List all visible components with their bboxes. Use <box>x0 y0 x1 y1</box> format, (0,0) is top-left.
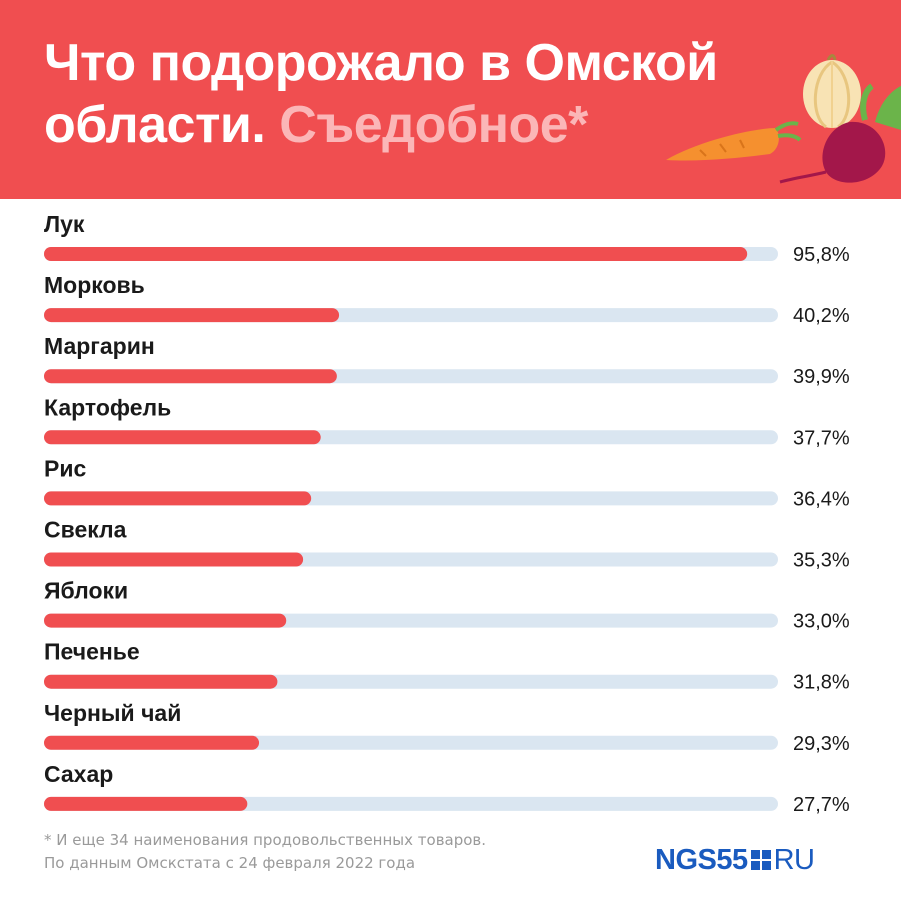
category-label: Рис <box>44 455 86 481</box>
value-label: 35,3% <box>793 550 850 572</box>
chart-rows: Лук 95,8% Морковь 40,2% Маргарин 39,9% Картофе… <box>44 211 850 816</box>
value-label: 37,7% <box>793 427 850 449</box>
category-label: Морковь <box>44 272 145 298</box>
beet-icon <box>779 83 901 184</box>
bar <box>44 674 278 689</box>
footnote-line-2: По данным Омскстата с 24 февраля 2022 го… <box>44 854 416 872</box>
logo-suffix: RU <box>773 843 815 876</box>
category-label: Картофель <box>44 394 171 420</box>
bar <box>44 308 340 323</box>
title-main: Что подорожало в Омской области. <box>44 34 718 154</box>
value-label: 36,4% <box>793 488 850 510</box>
bar-chart: Лук 95,8% Морковь 40,2% Маргарин 39,9% Картофе… <box>44 211 850 816</box>
value-label: 33,0% <box>793 611 850 633</box>
category-label: Сахар <box>44 761 113 787</box>
logo-main: NGS55 <box>655 843 748 876</box>
bar <box>44 735 260 750</box>
bar <box>44 430 321 445</box>
footnote: * И еще 34 наименования продовольственны… <box>44 829 644 875</box>
footnote-line-1: * И еще 34 наименования продовольственны… <box>44 831 487 849</box>
value-label: 40,2% <box>793 305 850 327</box>
value-label: 95,8% <box>793 244 850 266</box>
bar-row: Морковь 40,2% <box>44 272 850 327</box>
value-label: 27,7% <box>793 794 850 816</box>
category-label: Печенье <box>44 639 140 665</box>
category-label: Черный чай <box>44 700 181 726</box>
bar-row: Лук 95,8% <box>44 211 850 266</box>
value-label: 31,8% <box>793 672 850 694</box>
category-label: Яблоки <box>44 578 128 604</box>
carrot-icon <box>666 121 802 161</box>
bar-row: Печенье 31,8% <box>44 639 850 694</box>
category-label: Свекла <box>44 517 127 543</box>
bar-row: Черный чай 29,3% <box>44 700 850 755</box>
bar-row: Свекла 35,3% <box>44 517 850 572</box>
category-label: Маргарин <box>44 333 155 359</box>
header-banner: Что подорожало в Омской области. Съедобн… <box>0 0 901 199</box>
bar <box>44 491 312 506</box>
bar-row: Сахар 27,7% <box>44 761 850 816</box>
bar <box>44 369 337 384</box>
bar-row: Картофель 37,7% <box>44 394 850 449</box>
page-title: Что подорожало в Омской области. Съедобн… <box>44 32 824 156</box>
value-label: 29,3% <box>793 733 850 755</box>
value-label: 39,9% <box>793 366 850 388</box>
title-accent: Съедобное* <box>279 96 588 154</box>
ngs55-logo[interactable]: NGS55 RU <box>655 843 815 876</box>
bar <box>44 247 748 261</box>
bar <box>44 796 248 811</box>
bar-row: Рис 36,4% <box>44 455 850 510</box>
bar <box>44 613 287 628</box>
bar <box>44 552 304 567</box>
onion-icon <box>803 54 861 129</box>
vegetables-illustration <box>666 54 901 184</box>
bar-row: Яблоки 33,0% <box>44 578 850 633</box>
bar-row: Маргарин 39,9% <box>44 333 850 388</box>
category-label: Лук <box>44 211 85 237</box>
logo-square-icon <box>750 850 771 870</box>
